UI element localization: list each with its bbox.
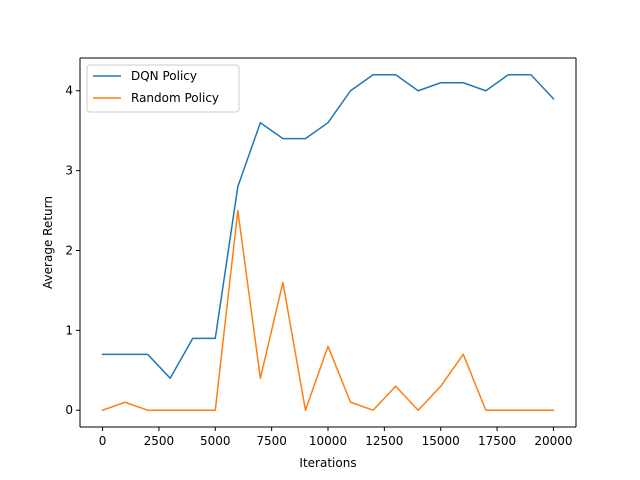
legend-label-dqn-policy: DQN Policy xyxy=(131,69,197,83)
y-tick-label: 0 xyxy=(65,403,73,417)
series-layer xyxy=(101,74,555,412)
x-tick-label: 10000 xyxy=(309,434,347,448)
y-tick-label: 2 xyxy=(65,243,73,257)
legend-label-random-policy: Random Policy xyxy=(131,91,219,105)
x-tick-label: 17500 xyxy=(478,434,516,448)
y-axis-label: Average Return xyxy=(41,196,55,289)
y-tick-label: 3 xyxy=(65,164,73,178)
y-tick-label: 1 xyxy=(65,323,73,337)
x-axis-label: Iterations xyxy=(299,456,356,470)
plot-area xyxy=(80,58,576,427)
x-axis-ticks: 0 2500 5000 7500 10000 12500 15000 17500 20000 xyxy=(99,427,573,448)
x-tick-label: 7500 xyxy=(256,434,287,448)
series-line-dqn-policy xyxy=(101,74,555,380)
x-tick-label: 12500 xyxy=(365,434,403,448)
legend-box xyxy=(86,64,240,113)
y-tick-label: 4 xyxy=(65,84,73,98)
x-tick-label: 15000 xyxy=(422,434,460,448)
x-tick-label: 5000 xyxy=(200,434,231,448)
x-tick-label: 20000 xyxy=(534,434,572,448)
legend: DQN Policy Random Policy xyxy=(86,64,240,113)
y-axis-ticks: 0 1 2 3 4 xyxy=(65,84,80,417)
series-line-random-policy xyxy=(101,209,555,412)
x-tick-label: 0 xyxy=(99,434,107,448)
x-tick-label: 2500 xyxy=(144,434,175,448)
